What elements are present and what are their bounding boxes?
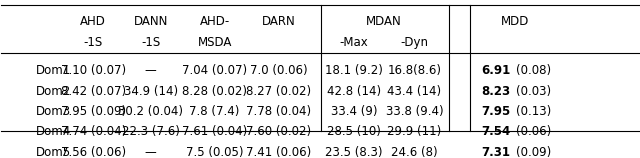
Text: 7.78 (0.04): 7.78 (0.04) [246,105,311,118]
Text: (0.06): (0.06) [516,125,552,138]
Text: 7.60 (0.02): 7.60 (0.02) [246,125,311,138]
Text: (0.03): (0.03) [516,85,552,97]
Text: DANN: DANN [134,15,168,28]
Text: 7.0 (0.06): 7.0 (0.06) [250,64,307,77]
Text: Dom2: Dom2 [36,85,71,97]
Text: MSDA: MSDA [198,36,232,49]
Text: 28.5 (10): 28.5 (10) [327,125,381,138]
Text: —: — [145,64,157,77]
Text: 7.31: 7.31 [481,146,510,158]
Text: 42.8 (14): 42.8 (14) [327,85,381,97]
Text: Dom4: Dom4 [36,125,71,138]
Text: -Max: -Max [339,36,368,49]
Text: 30.2 (0.04): 30.2 (0.04) [118,105,183,118]
Text: (0.08): (0.08) [516,64,552,77]
Text: 18.1 (9.2): 18.1 (9.2) [325,64,383,77]
Text: 16.8(8.6): 16.8(8.6) [387,64,442,77]
Text: 7.61 (0.04): 7.61 (0.04) [182,125,247,138]
Text: 8.27 (0.02): 8.27 (0.02) [246,85,311,97]
Text: 34.9 (14): 34.9 (14) [124,85,178,97]
Text: -1S: -1S [141,36,161,49]
Text: 7.95 (0.09): 7.95 (0.09) [61,105,126,118]
Text: 7.41 (0.06): 7.41 (0.06) [246,146,311,158]
Text: 23.5 (8.3): 23.5 (8.3) [325,146,383,158]
Text: MDD: MDD [500,15,529,28]
Text: 24.6 (8): 24.6 (8) [391,146,438,158]
Text: Dom3: Dom3 [36,105,71,118]
Text: Dom5: Dom5 [36,146,71,158]
Text: 8.42 (0.07): 8.42 (0.07) [61,85,126,97]
Text: MDAN: MDAN [366,15,402,28]
Text: —: — [145,146,157,158]
Text: 7.04 (0.07): 7.04 (0.07) [182,64,247,77]
Text: 7.8 (7.4): 7.8 (7.4) [189,105,240,118]
Text: 8.23: 8.23 [481,85,510,97]
Text: 29.9 (11): 29.9 (11) [387,125,442,138]
Text: DARN: DARN [262,15,296,28]
Text: AHD: AHD [81,15,106,28]
Text: Dom1: Dom1 [36,64,71,77]
Text: 8.28 (0.02): 8.28 (0.02) [182,85,247,97]
Text: 7.56 (0.06): 7.56 (0.06) [61,146,126,158]
Text: 7.54: 7.54 [481,125,510,138]
Text: -1S: -1S [84,36,103,49]
Text: -Dyn: -Dyn [401,36,429,49]
Text: 43.4 (14): 43.4 (14) [387,85,442,97]
Text: AHD-: AHD- [200,15,230,28]
Text: 33.8 (9.4): 33.8 (9.4) [386,105,444,118]
Text: 7.95: 7.95 [481,105,510,118]
Text: 6.91: 6.91 [481,64,510,77]
Text: 7.74 (0.04): 7.74 (0.04) [61,125,126,138]
Text: (0.09): (0.09) [516,146,552,158]
Text: (0.13): (0.13) [516,105,552,118]
Text: 33.4 (9): 33.4 (9) [331,105,377,118]
Text: 7.10 (0.07): 7.10 (0.07) [61,64,126,77]
Text: 22.3 (7.6): 22.3 (7.6) [122,125,180,138]
Text: 7.5 (0.05): 7.5 (0.05) [186,146,243,158]
